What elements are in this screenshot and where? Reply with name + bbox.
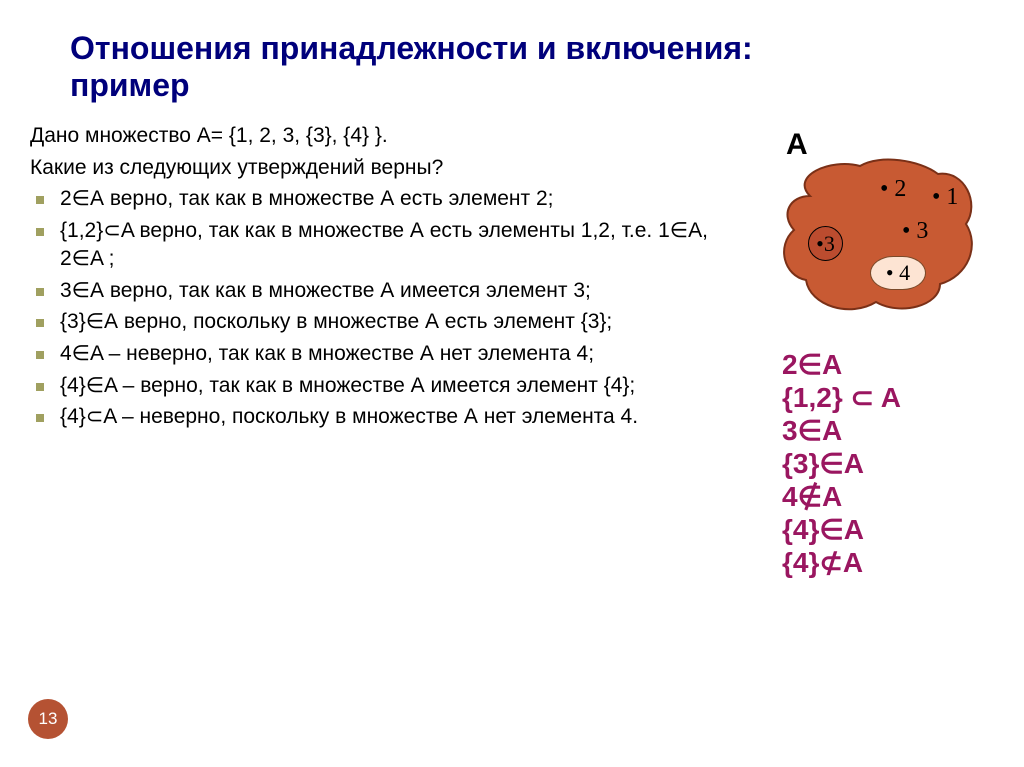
list-item: 2∈А верно, так как в множестве А есть эл… xyxy=(30,185,750,213)
list-item: {4}∈A – верно, так как в множестве А име… xyxy=(30,372,750,400)
subset-3-label: •3 xyxy=(816,231,835,257)
set-diagram: • 2 • 1 • 3 •3 • 4 xyxy=(780,156,980,316)
statement: 3∈А xyxy=(782,414,901,447)
subset-3: •3 xyxy=(808,226,843,261)
statement: {3}∈А xyxy=(782,447,901,480)
statement: 4∉A xyxy=(782,480,901,513)
list-item: {1,2}⊂A верно, так как в множестве А ест… xyxy=(30,217,750,272)
body-content: Дано множество А= {1, 2, 3, {3}, {4} }. … xyxy=(30,122,750,435)
element-3-outer: • 3 xyxy=(902,218,928,245)
slide-title: Отношения принадлежности и включения: пр… xyxy=(70,30,790,104)
subset-4-label: • 4 xyxy=(886,260,910,286)
given-text: Дано множество А= {1, 2, 3, {3}, {4} }. xyxy=(30,122,750,150)
element-1: • 1 xyxy=(932,184,958,211)
slide: Отношения принадлежности и включения: пр… xyxy=(0,0,1024,767)
bullet-list: 2∈А верно, так как в множестве А есть эл… xyxy=(30,185,750,431)
list-item: 3∈А верно, так как в множестве А имеется… xyxy=(30,277,750,305)
list-item: {4}⊂A – неверно, поскольку в множестве А… xyxy=(30,403,750,431)
element-2: • 2 xyxy=(880,176,906,203)
statement: 2∈А xyxy=(782,348,901,381)
page-number: 13 xyxy=(28,699,68,739)
list-item: {3}∈А верно, поскольку в множестве А ест… xyxy=(30,308,750,336)
statement: {4}⊄A xyxy=(782,546,901,579)
statements-list: 2∈А {1,2} ⊂ A 3∈А {3}∈А 4∉A {4}∈A {4}⊄A xyxy=(782,348,901,579)
question-text: Какие из следующих утверждений верны? xyxy=(30,154,750,182)
list-item: 4∈A – неверно, так как в множестве А нет… xyxy=(30,340,750,368)
statement: {4}∈A xyxy=(782,513,901,546)
subset-4: • 4 xyxy=(870,256,926,290)
statement: {1,2} ⊂ A xyxy=(782,381,901,414)
